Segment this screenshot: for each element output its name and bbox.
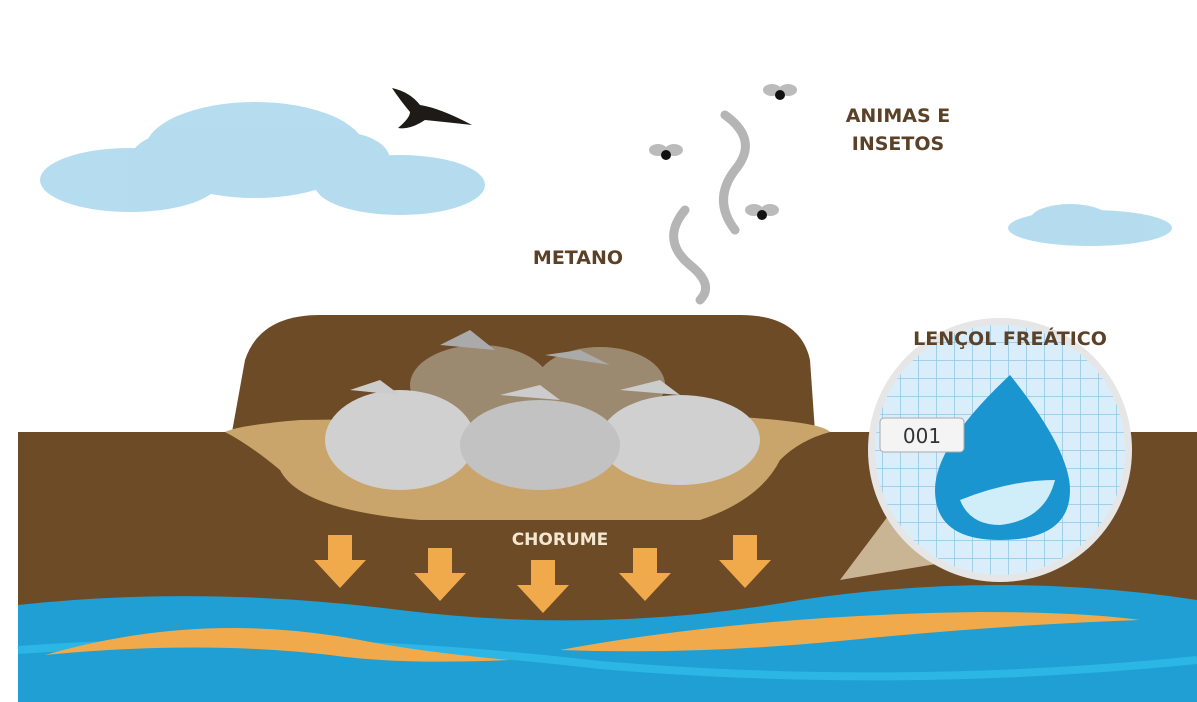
- methane-label: METANO: [533, 247, 623, 269]
- illustration: 001 ANIMAS E INSETOS METANO LENÇOL FREÁT…: [0, 0, 1197, 702]
- animals-label: INSETOS: [852, 133, 944, 155]
- leachate-label: CHORUME: [512, 530, 609, 550]
- animals-label: ANIMAS E: [846, 105, 951, 127]
- groundwater-label: LENÇOL FREÁTICO: [913, 327, 1107, 350]
- tag: 001: [903, 424, 941, 448]
